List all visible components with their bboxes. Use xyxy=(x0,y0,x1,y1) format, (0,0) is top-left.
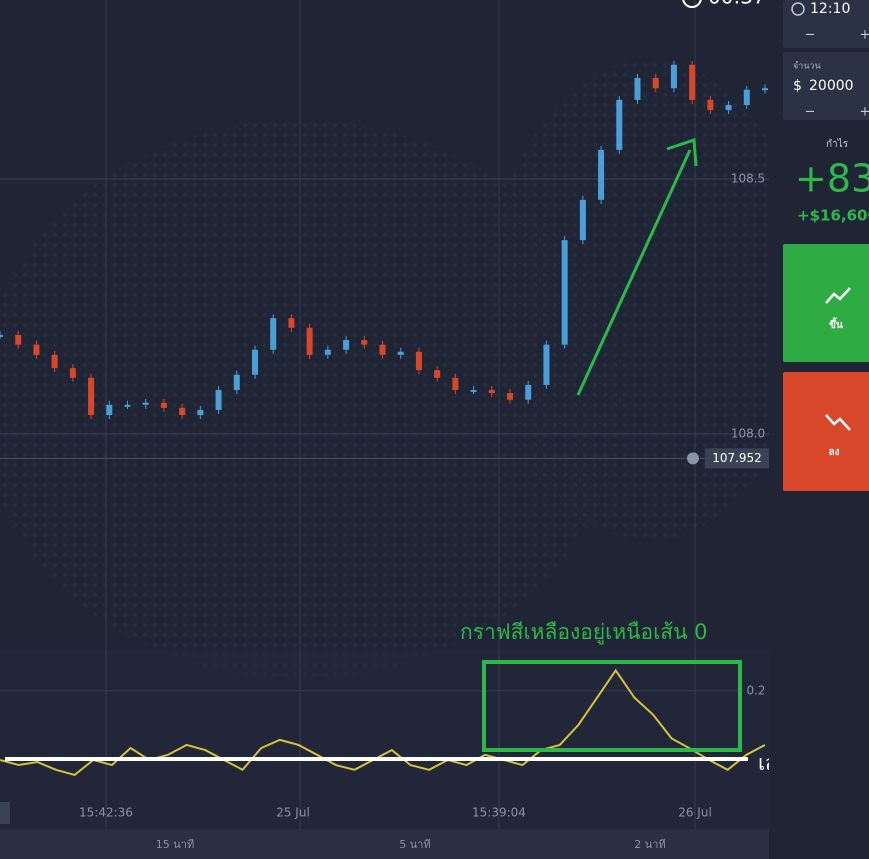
candle xyxy=(197,409,204,416)
candle xyxy=(179,407,186,416)
highlight-box xyxy=(482,660,742,752)
y-tick-label: 108.0 xyxy=(731,426,765,440)
candle xyxy=(343,340,350,350)
down-label: ลง xyxy=(828,447,839,458)
clock-icon xyxy=(682,0,702,8)
time-icon xyxy=(791,2,805,16)
currency: $ xyxy=(793,78,802,94)
amount-box[interactable] xyxy=(783,52,869,120)
candle xyxy=(106,404,113,416)
alert-icon xyxy=(687,452,699,465)
x-tick-label: 15:42:36 xyxy=(79,806,133,820)
up-label: ขึ้น xyxy=(829,317,843,331)
candle xyxy=(33,344,40,355)
candle xyxy=(470,390,477,393)
candle xyxy=(762,88,768,91)
profit-label: กำไร xyxy=(826,138,849,150)
candle xyxy=(288,318,295,328)
timeframe[interactable]: 5 นาที xyxy=(399,838,430,851)
profit-amount: +$16,600 xyxy=(797,207,869,225)
current-price: 107.952 xyxy=(712,451,762,465)
y-tick-label: 108.5 xyxy=(731,171,765,185)
candle xyxy=(215,390,222,410)
candle xyxy=(488,390,495,394)
candle xyxy=(124,404,131,407)
candle xyxy=(415,351,422,371)
arrow xyxy=(576,149,692,396)
candle xyxy=(0,334,3,337)
candle xyxy=(15,334,22,345)
candle xyxy=(142,402,149,405)
candle xyxy=(616,99,623,150)
candle xyxy=(707,99,714,111)
candle xyxy=(379,344,386,355)
candle xyxy=(434,370,441,378)
candle xyxy=(233,374,240,391)
candle xyxy=(51,354,58,369)
timeframe-bar xyxy=(0,829,769,859)
up-icon xyxy=(825,287,851,304)
plus[interactable]: + xyxy=(860,28,869,43)
x-tick-label: 15:39:04 xyxy=(472,806,526,820)
candle xyxy=(561,240,568,345)
time-value: 12:10 xyxy=(810,1,850,17)
map-dots xyxy=(0,120,620,680)
minus[interactable]: − xyxy=(805,105,816,120)
candle xyxy=(689,64,696,100)
y-tick-label: 0.2 xyxy=(746,683,765,697)
scroll-handle[interactable] xyxy=(0,802,10,824)
timeframe[interactable]: 15 นาที xyxy=(156,838,194,851)
price-tag xyxy=(705,448,769,469)
x-tick-label: 25 Jul xyxy=(276,806,310,820)
down-button[interactable] xyxy=(783,372,869,491)
candle xyxy=(579,199,586,241)
candle xyxy=(452,377,459,391)
candle xyxy=(160,402,167,408)
candle xyxy=(725,105,732,111)
candle xyxy=(397,351,404,355)
candle xyxy=(507,393,513,400)
plus[interactable]: + xyxy=(860,105,869,120)
candle xyxy=(743,89,750,106)
candle xyxy=(252,349,258,375)
minus[interactable]: − xyxy=(805,28,816,43)
candle xyxy=(652,78,659,89)
x-tick-label: 26 Jul xyxy=(678,806,712,820)
candle xyxy=(670,64,677,89)
candle xyxy=(270,318,277,350)
candle xyxy=(543,344,550,385)
oscillator-line xyxy=(0,668,766,777)
amount-value: 20000 xyxy=(809,78,854,94)
candle xyxy=(634,78,641,100)
annotation: กราฟสีเหลืองอยู่เหนือเส้น 0 xyxy=(460,620,708,645)
clock: 00:37 xyxy=(708,0,766,9)
candle xyxy=(598,149,605,200)
time-box[interactable] xyxy=(783,0,869,48)
candle xyxy=(324,349,331,355)
candle xyxy=(69,368,76,378)
candle xyxy=(88,377,95,416)
arrow-head xyxy=(666,137,698,167)
candle xyxy=(361,340,368,345)
candle xyxy=(525,384,532,400)
down-icon xyxy=(825,414,851,431)
map-dots xyxy=(490,60,810,540)
timeframe[interactable]: 2 นาที xyxy=(634,838,665,851)
profit-percent: +83% xyxy=(795,157,869,201)
amount-label: จำนวน xyxy=(793,61,821,72)
oscillator-bg xyxy=(0,650,769,829)
candle xyxy=(306,327,313,355)
